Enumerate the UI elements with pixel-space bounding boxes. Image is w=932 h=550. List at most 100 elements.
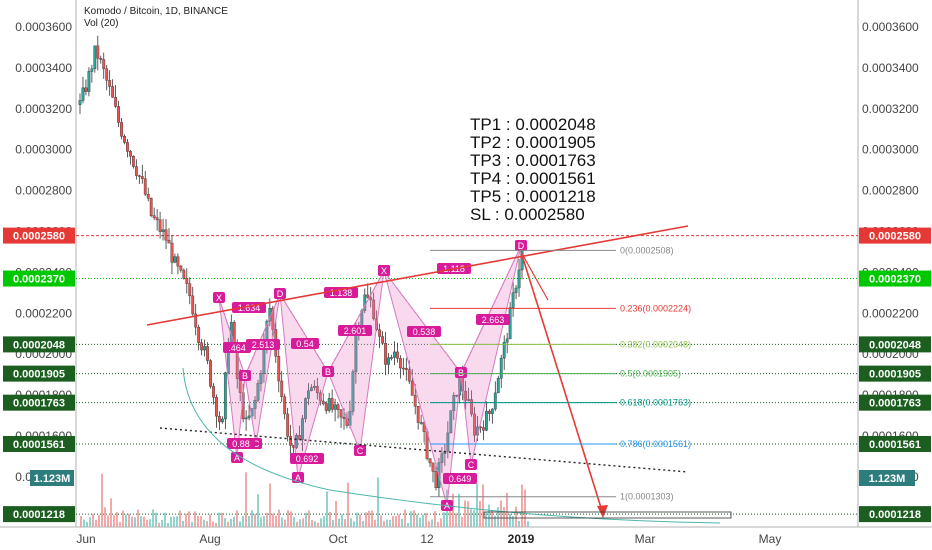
volume-bar	[350, 518, 352, 527]
candle	[182, 268, 186, 280]
candle	[387, 353, 390, 375]
price-tag-bg	[859, 227, 931, 244]
pattern-point-box	[322, 366, 334, 377]
candle	[126, 139, 129, 158]
volume-bar	[221, 512, 223, 527]
candle	[431, 462, 435, 483]
candle	[467, 387, 471, 402]
candle	[321, 393, 325, 406]
candle	[401, 357, 405, 376]
candle-body	[446, 432, 450, 452]
candle	[131, 155, 135, 169]
pattern-point-label: D	[515, 240, 527, 251]
volume-bar	[284, 519, 286, 527]
candle-body	[131, 155, 135, 167]
candle	[396, 342, 399, 363]
candle	[398, 355, 402, 379]
pattern-point-text: C	[468, 460, 475, 470]
candle	[129, 150, 132, 165]
volume-bar	[281, 517, 283, 527]
volume-bar	[389, 519, 391, 527]
candle	[90, 65, 94, 83]
volume-bar	[215, 522, 217, 527]
targets-annotation: TP1 : 0.0002048 TP2 : 0.0001905 TP3 : 0.…	[470, 116, 596, 224]
candle-body	[496, 378, 500, 394]
candle-body	[440, 453, 444, 463]
candle-body	[396, 351, 399, 359]
projection-arrow-head	[597, 505, 608, 518]
candle	[440, 447, 444, 473]
x-tick-label: Oct	[329, 532, 348, 546]
y-tick-right: 0.0003600	[862, 20, 919, 34]
candle	[96, 35, 100, 71]
volume-bar	[233, 516, 235, 527]
volume-bar	[80, 516, 82, 527]
volume-bar	[347, 482, 349, 527]
volume-bar	[377, 477, 379, 527]
candle	[146, 187, 150, 202]
candle	[152, 207, 156, 221]
volume-bar	[485, 512, 487, 527]
candle-body	[155, 217, 159, 221]
ratio-box	[223, 342, 251, 353]
ratio-box	[407, 326, 441, 337]
candle	[381, 331, 384, 345]
candle-body	[206, 346, 209, 361]
candle-body	[401, 367, 405, 370]
candle	[161, 218, 165, 241]
target-tp2: TP2 : 0.0001905	[470, 133, 596, 152]
volume-bar	[275, 515, 277, 527]
price-tag-bg	[3, 506, 75, 523]
volume-bar	[491, 510, 493, 527]
volume-bar	[497, 507, 499, 527]
candle-body	[129, 151, 132, 157]
pattern-point-text: B	[458, 368, 464, 378]
volume-bar	[317, 522, 319, 527]
candle	[220, 416, 224, 424]
volume-bar	[227, 521, 229, 527]
candle-body	[126, 142, 129, 152]
volume-bar	[323, 516, 325, 527]
candle-body	[84, 87, 88, 92]
volume-bar	[380, 515, 382, 527]
candle-body	[78, 100, 82, 105]
volume-bar	[311, 519, 313, 527]
ratio-text: 2.663	[482, 315, 505, 325]
ratio-box	[443, 473, 477, 484]
candle-body	[502, 341, 506, 359]
price-tag-bg	[3, 435, 75, 452]
candle	[327, 392, 331, 413]
candle-body	[102, 59, 106, 70]
volume-bar	[176, 516, 178, 527]
candle-body	[111, 86, 115, 98]
candle-body	[271, 308, 275, 330]
volume-bar	[374, 519, 376, 527]
price-tag-left: 0.0002580	[3, 227, 75, 244]
volume-bar	[314, 521, 316, 527]
volume-bar	[224, 517, 226, 527]
candle-body	[259, 373, 263, 384]
y-tick-left: 0.0002800	[15, 184, 72, 198]
x-tick-label: 2019	[508, 532, 535, 546]
candle	[277, 346, 281, 393]
candle	[194, 303, 198, 336]
volume-tag-left: 1.123M	[30, 470, 74, 486]
candle	[206, 342, 209, 365]
price-tag-text: 0.0001763	[869, 398, 921, 410]
price-tag-text: 0.0002048	[13, 339, 65, 351]
candle-body	[146, 193, 150, 199]
candle-body	[304, 398, 307, 419]
ratio-label: 0.538	[407, 326, 441, 337]
price-tag-text: 0.0001561	[869, 439, 921, 451]
y-tick-left: 0.0003600	[15, 20, 72, 34]
candle	[203, 339, 206, 357]
pattern-triangle-bcd	[327, 270, 385, 453]
volume-bar	[104, 507, 106, 527]
pattern-point-label: A	[292, 472, 304, 483]
volume-bar	[425, 513, 427, 527]
candle-body	[283, 396, 287, 415]
projection-short-line	[520, 251, 549, 301]
volume-bar	[482, 484, 484, 527]
candle-body	[393, 351, 396, 358]
